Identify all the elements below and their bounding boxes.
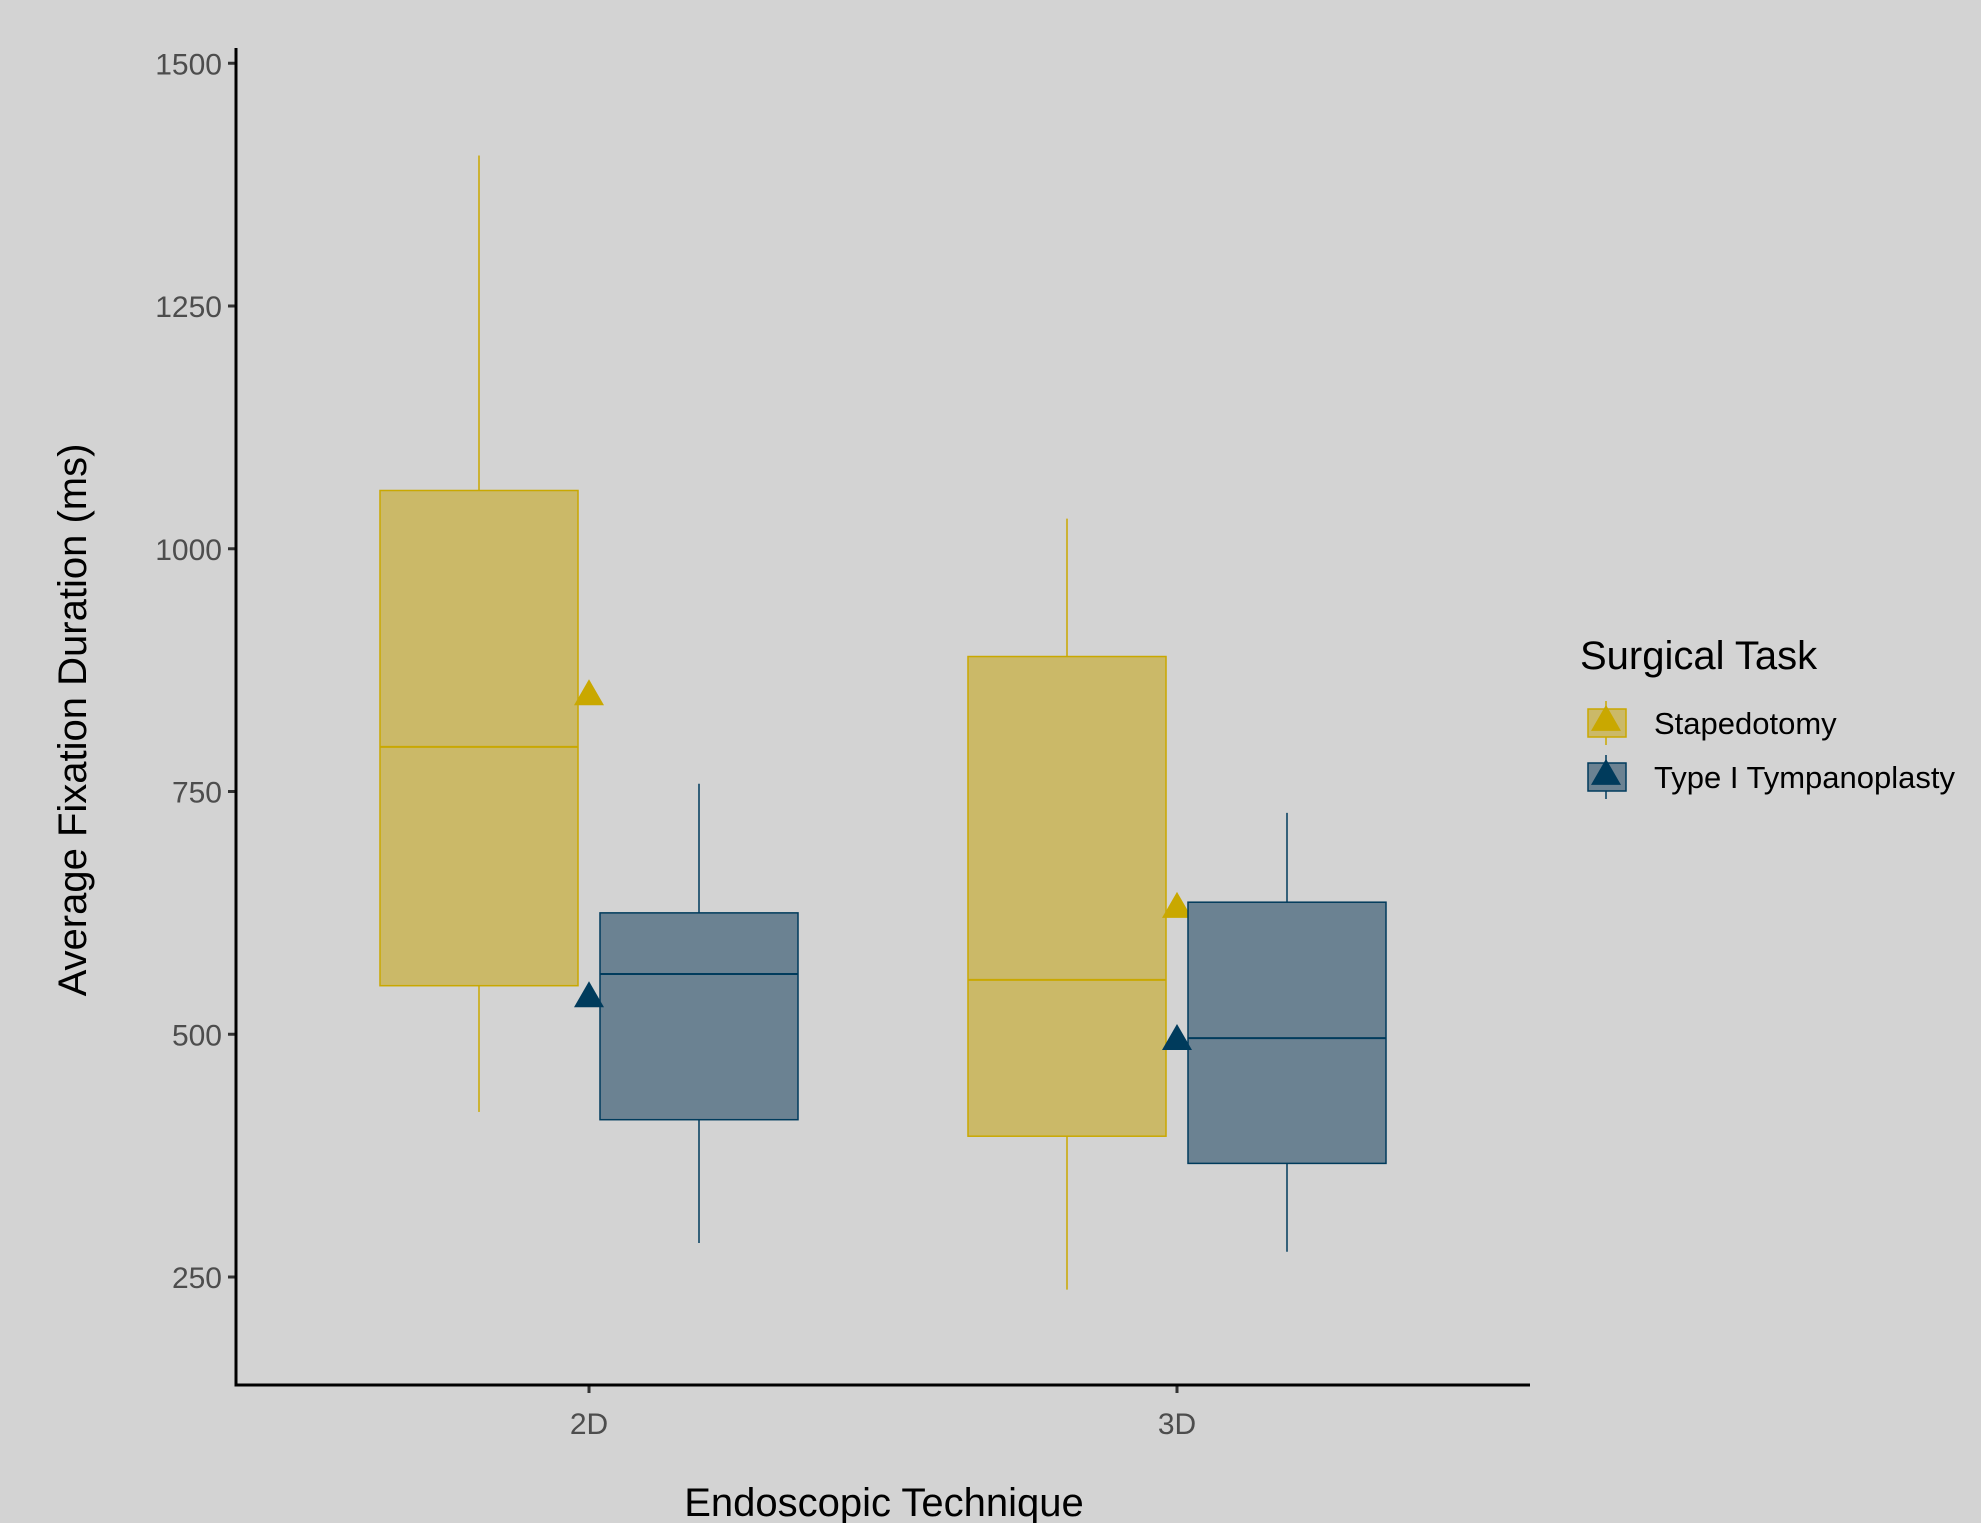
y-tick-label: 1000 xyxy=(155,534,222,567)
legend-item: Stapedotomy xyxy=(1587,701,1837,745)
y-tick-label: 500 xyxy=(172,1019,222,1052)
mean-marker xyxy=(574,679,604,706)
y-tick-label: 750 xyxy=(172,777,222,810)
box-body xyxy=(967,655,1167,1137)
x-axis-ticks: 2D 3D xyxy=(570,1385,1196,1441)
box-type-i-tympanoplasty-2d xyxy=(574,783,799,1244)
y-tick-label: 250 xyxy=(172,1262,222,1295)
legend: Surgical Task Stapedotomy Type I Tympanop… xyxy=(1580,634,1955,799)
box-body xyxy=(599,912,799,1121)
mean-marker xyxy=(1162,891,1192,918)
box-body xyxy=(379,489,579,987)
y-tick-label: 1250 xyxy=(155,291,222,324)
box-type-i-tympanoplasty-3d xyxy=(1162,812,1387,1252)
y-axis-ticks: 250 500 750 1000 1250 1500 xyxy=(155,48,236,1295)
mean-marker xyxy=(574,981,604,1008)
box-stapedotomy-3d xyxy=(967,518,1192,1290)
box-stapedotomy-2d xyxy=(379,155,604,1112)
legend-triangle-icon xyxy=(1591,758,1621,785)
y-tick-label: 1500 xyxy=(155,48,222,81)
legend-title: Surgical Task xyxy=(1580,634,1818,678)
x-tick-label: 2D xyxy=(570,1408,608,1441)
box-body xyxy=(1187,901,1387,1165)
x-tick-label: 3D xyxy=(1158,1408,1196,1441)
legend-label: Stapedotomy xyxy=(1654,706,1837,741)
legend-triangle-icon xyxy=(1591,704,1621,731)
x-axis-title: Endoscopic Technique xyxy=(684,1481,1084,1523)
y-axis-title: Average Fixation Duration (ms) xyxy=(51,444,95,997)
legend-label: Type I Tympanoplasty xyxy=(1654,760,1955,795)
legend-item: Type I Tympanoplasty xyxy=(1587,755,1955,799)
plot-area xyxy=(379,155,1387,1290)
mean-marker xyxy=(1162,1023,1192,1050)
